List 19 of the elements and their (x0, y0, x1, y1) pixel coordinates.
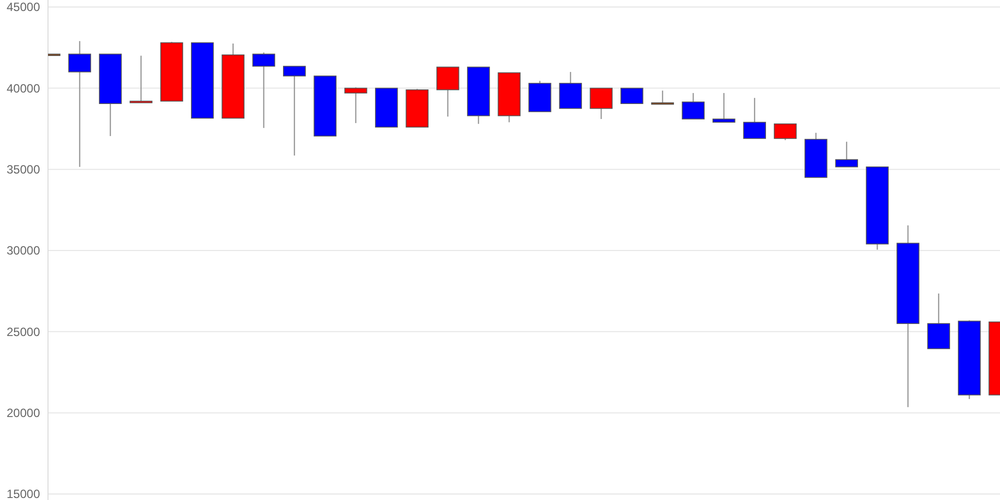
candlestick (682, 92, 705, 120)
candlestick (252, 52, 276, 129)
y-tick-label: 25000 (6, 324, 40, 339)
candlestick (774, 123, 797, 141)
candlestick (283, 66, 306, 156)
candlestick (620, 88, 644, 104)
y-tick-label: 20000 (6, 406, 40, 420)
candlestick (835, 141, 858, 168)
y-tick-label: 30000 (6, 244, 40, 258)
candlestick (743, 97, 766, 140)
y-tick-label: 35000 (6, 162, 40, 177)
y-tick-label: 45000 (6, 0, 40, 14)
candlestick (436, 66, 460, 118)
candlestick (344, 86, 368, 124)
candlestick (68, 40, 92, 168)
candlestick (712, 92, 736, 123)
y-tick-label: 40000 (6, 81, 40, 96)
y-tick-label: 15000 (6, 487, 40, 500)
candlestick (590, 88, 613, 120)
